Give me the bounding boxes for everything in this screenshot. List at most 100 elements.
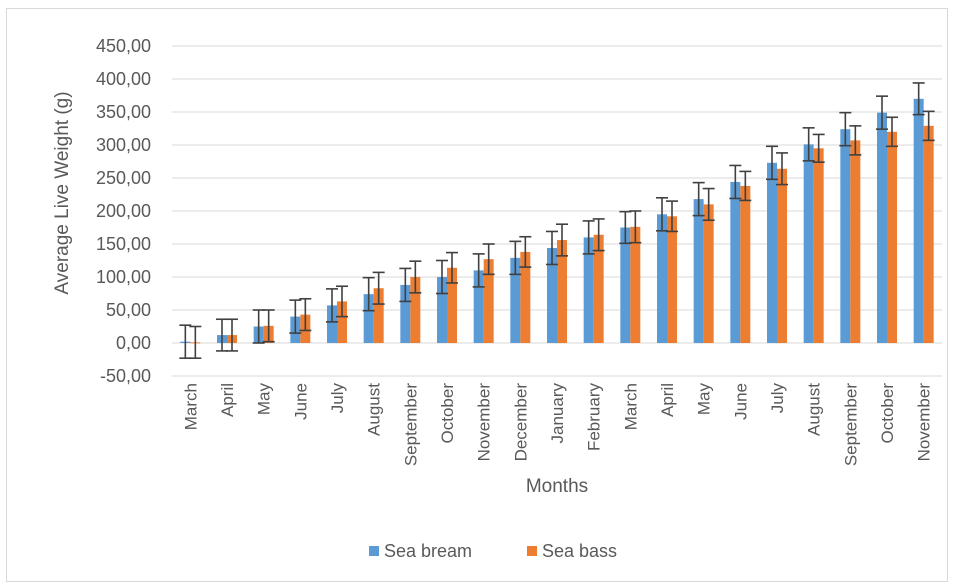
legend-item-sea-bass: Sea bass <box>527 541 617 561</box>
bar-sea-bream <box>620 227 631 343</box>
legend: Sea bream Sea bass <box>369 541 617 561</box>
error-bar <box>326 288 338 323</box>
legend-swatch <box>369 546 379 556</box>
bar-sea-bass <box>557 240 567 343</box>
legend-item-sea-bream: Sea bream <box>369 541 472 561</box>
error-bars <box>179 82 935 359</box>
error-bar <box>472 253 485 288</box>
x-tick-label: November <box>915 383 934 462</box>
bar-sea-bream <box>363 294 374 343</box>
error-bar <box>849 125 862 156</box>
bar-sea-bass <box>483 259 494 343</box>
bar-sea-bream <box>473 270 484 343</box>
error-bar <box>739 170 752 202</box>
bar-sea-bass <box>703 204 714 343</box>
error-bar <box>592 218 605 252</box>
y-tick-label: 250,00 <box>96 168 151 188</box>
error-bar <box>812 133 825 163</box>
error-bar <box>372 271 385 305</box>
error-bar <box>702 187 715 222</box>
x-tick-label: June <box>291 383 310 420</box>
y-tick-label: 50,00 <box>106 300 151 320</box>
error-bar <box>436 259 448 295</box>
x-tick-label: November <box>475 383 494 462</box>
error-bar <box>509 240 522 276</box>
y-tick-label: -50,00 <box>100 366 151 386</box>
x-tick-label: May <box>255 383 274 416</box>
error-bar <box>336 285 348 318</box>
bar-sea-bass <box>630 226 641 343</box>
x-tick-label: September <box>841 383 860 466</box>
error-bar <box>776 152 788 186</box>
bar-sea-bass <box>850 140 861 343</box>
error-bar <box>802 127 815 162</box>
x-tick-label: April <box>658 383 677 417</box>
x-tick-label: January <box>548 383 567 444</box>
y-tick-label: 150,00 <box>96 234 151 254</box>
x-tick-label: March <box>181 383 200 430</box>
bar-sea-bass <box>777 168 787 343</box>
y-axis-title: Average Live Weight (g) <box>52 91 73 294</box>
bar-sea-bream <box>730 181 741 343</box>
x-axis-tick-labels: March April May June July August September Octo… <box>181 383 933 467</box>
error-bar <box>666 200 678 233</box>
bar-sea-bass <box>410 277 421 343</box>
x-tick-label: October <box>438 383 457 444</box>
bar-sea-bream <box>437 277 447 343</box>
x-tick-label: March <box>621 383 640 430</box>
bar-sea-bream <box>803 144 814 343</box>
bar-sea-bream <box>657 214 667 343</box>
x-tick-label: May <box>695 383 714 416</box>
x-tick-label: April <box>218 383 237 417</box>
bar-sea-bream <box>913 98 924 343</box>
bar-sea-bass <box>520 251 531 343</box>
bar-sea-bass <box>337 301 347 343</box>
error-bar <box>912 82 925 116</box>
y-tick-label: 400,00 <box>96 69 151 89</box>
error-bar <box>252 309 265 344</box>
x-tick-label: July <box>328 383 347 414</box>
y-tick-label: 200,00 <box>96 201 151 221</box>
error-bar <box>582 220 595 255</box>
error-bar <box>446 251 458 284</box>
error-bar <box>692 181 705 217</box>
error-bar <box>289 299 302 334</box>
x-tick-label: June <box>731 383 750 420</box>
bar-sea-bass <box>740 185 751 343</box>
y-tick-label: 300,00 <box>96 135 151 155</box>
bar-sea-bass <box>373 288 384 343</box>
error-bar <box>409 260 422 294</box>
error-bar <box>922 110 935 142</box>
x-tick-label: September <box>401 383 420 466</box>
bar-sea-bream <box>767 162 777 343</box>
error-bar <box>399 267 412 303</box>
x-axis-title: Months <box>526 476 588 497</box>
bar-sea-bream <box>400 284 411 343</box>
x-tick-label: July <box>768 383 787 414</box>
bar-sea-bream <box>327 305 337 343</box>
bar-sea-bass <box>813 148 824 343</box>
error-bar <box>262 309 275 343</box>
bar-sea-bass <box>923 125 934 343</box>
error-bar <box>729 164 742 200</box>
error-bar <box>519 235 532 268</box>
y-tick-label: 100,00 <box>96 267 151 287</box>
error-bar <box>546 230 558 266</box>
x-tick-label: August <box>365 383 384 436</box>
y-tick-label: 0,00 <box>116 333 151 353</box>
error-bar <box>362 276 375 312</box>
bar-sea-bream <box>510 257 521 343</box>
bars <box>180 98 934 344</box>
bar-sea-bream <box>547 247 557 343</box>
error-bar <box>189 325 202 359</box>
bar-sea-bass <box>447 267 457 343</box>
error-bar <box>876 95 888 130</box>
legend-label: Sea bream <box>384 541 472 561</box>
x-tick-label: February <box>585 383 604 452</box>
error-bar <box>556 223 568 257</box>
bar-sea-bass <box>593 234 604 343</box>
y-axis-tick-labels: -50,00 0,00 50,00 100,00 150,00 200,00 250,00 3… <box>96 36 151 386</box>
bar-sea-bream <box>877 112 887 343</box>
y-tick-label: 450,00 <box>96 36 151 56</box>
error-bar <box>766 145 778 181</box>
